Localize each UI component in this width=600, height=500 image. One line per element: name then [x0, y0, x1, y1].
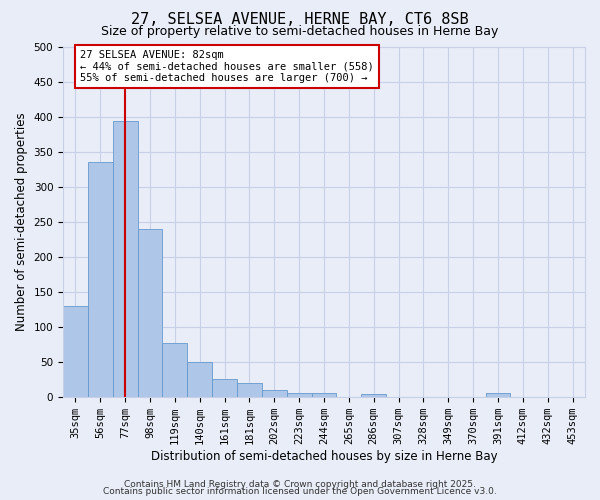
- Bar: [361, 394, 386, 396]
- Bar: [63, 306, 88, 396]
- Bar: [137, 228, 163, 396]
- Bar: [262, 390, 287, 396]
- Text: 27, SELSEA AVENUE, HERNE BAY, CT6 8SB: 27, SELSEA AVENUE, HERNE BAY, CT6 8SB: [131, 12, 469, 28]
- Y-axis label: Number of semi-detached properties: Number of semi-detached properties: [15, 112, 28, 331]
- Bar: [113, 122, 137, 396]
- Bar: [485, 393, 511, 396]
- Bar: [237, 382, 262, 396]
- Bar: [163, 343, 187, 396]
- Bar: [187, 362, 212, 396]
- Bar: [88, 162, 113, 396]
- Text: Contains HM Land Registry data © Crown copyright and database right 2025.: Contains HM Land Registry data © Crown c…: [124, 480, 476, 489]
- Bar: [287, 393, 311, 396]
- Text: Size of property relative to semi-detached houses in Herne Bay: Size of property relative to semi-detach…: [101, 25, 499, 38]
- Text: Contains public sector information licensed under the Open Government Licence v3: Contains public sector information licen…: [103, 487, 497, 496]
- Bar: [212, 378, 237, 396]
- X-axis label: Distribution of semi-detached houses by size in Herne Bay: Distribution of semi-detached houses by …: [151, 450, 497, 462]
- Bar: [311, 393, 337, 396]
- Text: 27 SELSEA AVENUE: 82sqm
← 44% of semi-detached houses are smaller (558)
55% of s: 27 SELSEA AVENUE: 82sqm ← 44% of semi-de…: [80, 50, 374, 83]
